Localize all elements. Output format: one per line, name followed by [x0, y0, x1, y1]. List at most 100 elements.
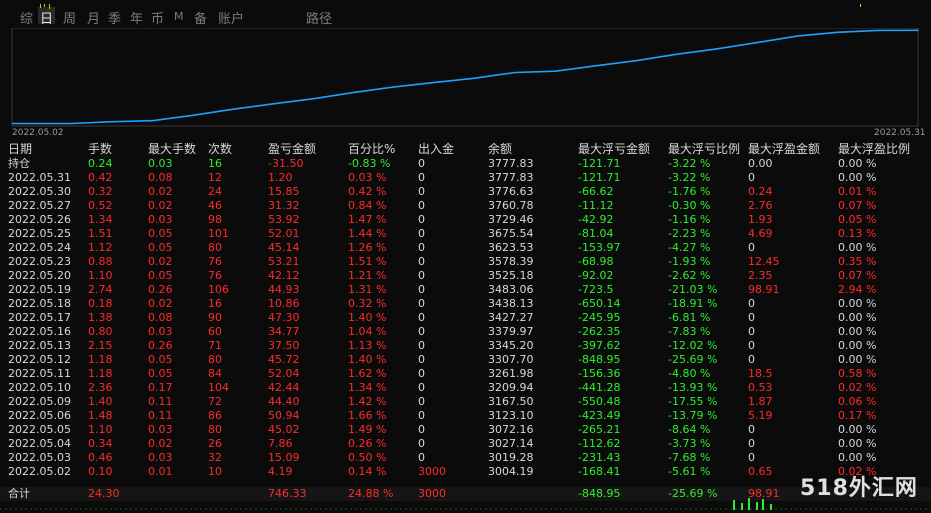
- table-row[interactable]: 2022.05.18 0.18 0.02 16 10.86 0.32 % 0 3438.13 -…: [0, 297, 931, 311]
- cell-lots: 0.18: [88, 297, 113, 310]
- table-row[interactable]: 2022.05.25 1.51 0.05 101 52.01 1.44 % 0 3675.54…: [0, 227, 931, 241]
- cell-max-float-loss-pct: -8.64 %: [668, 423, 711, 436]
- cell-max-float-loss-pct: -3.73 %: [668, 437, 711, 450]
- table-row[interactable]: 2022.05.09 1.40 0.11 72 44.40 1.42 % 0 3167.50 -…: [0, 395, 931, 409]
- cell-max-float-loss: -423.49: [578, 409, 621, 422]
- equity-point: [353, 91, 355, 94]
- cell-max-float-profit-pct: 0.02 %: [838, 381, 877, 394]
- cell-max-float-loss: -112.62: [578, 437, 621, 450]
- table-row[interactable]: 2022.05.10 2.36 0.17 104 42.44 1.34 % 0 3209.94…: [0, 381, 931, 395]
- bar: [748, 498, 750, 510]
- position-row[interactable]: 持仓 0.24 0.03 16 -31.50 -0.83 % 0 3777.83 -121.71…: [0, 157, 931, 171]
- cell-max-float-profit: 0: [748, 311, 755, 324]
- tab-10[interactable]: 路径: [306, 12, 333, 27]
- cell-date: 2022.05.10: [8, 381, 71, 394]
- cell-pnl: 7.86: [268, 437, 293, 450]
- table-row[interactable]: 2022.05.13 2.15 0.26 71 37.50 1.13 % 0 3345.20 -…: [0, 339, 931, 353]
- cell-max-float-profit-pct: 0.00 %: [838, 325, 877, 338]
- cell-max-float-profit: 0.24: [748, 185, 773, 198]
- cell-lots: 0.10: [88, 465, 113, 478]
- table-row[interactable]: 2022.05.24 1.12 0.05 80 45.14 1.26 % 0 3623.53 -…: [0, 241, 931, 255]
- tab-5[interactable]: 年: [130, 12, 144, 27]
- table-row[interactable]: 2022.05.03 0.46 0.03 32 15.09 0.50 % 0 3019.28 -…: [0, 451, 931, 465]
- cell-deposit: 0: [418, 325, 425, 338]
- total-row[interactable]: 合计 24.30 746.33 24.88 % 3000 -848.95 -25.69 % 9…: [0, 487, 931, 501]
- column-header-max-float-loss[interactable]: 最大浮亏金额: [578, 142, 651, 156]
- cell-date: 2022.05.23: [8, 255, 71, 268]
- table-row[interactable]: 2022.05.12 1.18 0.05 80 45.72 1.40 % 0 3307.70 -…: [0, 353, 931, 367]
- cell-balance: 3027.14: [488, 437, 534, 450]
- column-header-count[interactable]: 次数: [208, 142, 233, 156]
- column-header-max-float-loss-pct[interactable]: 最大浮亏比例: [668, 142, 741, 156]
- cell-date: 2022.05.02: [8, 465, 71, 478]
- table-row[interactable]: 2022.05.02 0.10 0.01 10 4.19 0.14 % 3000 3004.1…: [0, 465, 931, 479]
- table-row[interactable]: 2022.05.04 0.34 0.02 26 7.86 0.26 % 0 3027.14 -1…: [0, 437, 931, 451]
- cell-max-float-profit: 0: [748, 171, 755, 184]
- table-row[interactable]: 2022.05.31 0.42 0.08 12 1.20 0.03 % 0 3777.83 -1…: [0, 171, 931, 185]
- column-header-deposit[interactable]: 出入金: [418, 142, 455, 156]
- column-header-max-float-profit[interactable]: 最大浮盈金额: [748, 142, 821, 156]
- cell-max-float-loss: -231.43: [578, 451, 621, 464]
- cell-balance: 3675.54: [488, 227, 534, 240]
- cell-balance: 3123.10: [488, 409, 534, 422]
- tab-1[interactable]: 日: [40, 12, 54, 27]
- cell-pct: 24.88 %: [348, 487, 394, 500]
- tab-6[interactable]: 币: [151, 12, 165, 27]
- column-header-max-float-profit-pct[interactable]: 最大浮盈比例: [838, 142, 911, 156]
- cell-max-float-profit-pct: 0.58 %: [838, 367, 877, 380]
- cell-pct: 1.42 %: [348, 395, 387, 408]
- cell-deposit: 0: [418, 171, 425, 184]
- tab-7[interactable]: M: [174, 10, 184, 23]
- table-row[interactable]: 2022.05.06 1.48 0.11 86 50.94 1.66 % 0 3123.10 -…: [0, 409, 931, 423]
- cell-count: 104: [208, 381, 229, 394]
- table-row[interactable]: 2022.05.19 2.74 0.26 106 44.93 1.31 % 0 3483.06…: [0, 283, 931, 297]
- cell-balance: 3072.16: [488, 423, 534, 436]
- cell-max-float-profit: 98.91: [748, 283, 780, 296]
- tab-3[interactable]: 月: [87, 12, 101, 27]
- column-header-max-lots[interactable]: 最大手数: [148, 142, 197, 156]
- column-header-balance[interactable]: 余额: [488, 142, 513, 156]
- equity-point: [192, 114, 194, 116]
- table-row[interactable]: 2022.05.27 0.52 0.02 46 31.32 0.84 % 0 3760.78 -…: [0, 199, 931, 213]
- cell-pnl: -31.50: [268, 157, 304, 170]
- table-row[interactable]: 2022.05.26 1.34 0.03 98 53.92 1.47 % 0 3729.46 -…: [0, 213, 931, 227]
- cell-max-float-profit: 0.65: [748, 465, 773, 478]
- cell-count: 24: [208, 185, 222, 198]
- column-header-pct[interactable]: 百分比%: [348, 142, 396, 156]
- column-header-pnl[interactable]: 盈亏金额: [268, 142, 317, 156]
- cell-max-lots: 0.11: [148, 395, 173, 408]
- cell-lots: 2.15: [88, 339, 113, 352]
- equity-point: [111, 121, 113, 123]
- table-row[interactable]: 2022.05.30 0.32 0.02 24 15.85 0.42 % 0 3776.63 -…: [0, 185, 931, 199]
- tab-9[interactable]: 账户: [218, 12, 245, 27]
- tab-4[interactable]: 季: [108, 12, 122, 27]
- cell-deposit: 0: [418, 381, 425, 394]
- column-header-date[interactable]: 日期: [8, 142, 33, 156]
- table-row[interactable]: 2022.05.20 1.10 0.05 76 42.12 1.21 % 0 3525.18 -…: [0, 269, 931, 283]
- cell-max-float-loss-pct: -7.83 %: [668, 325, 711, 338]
- column-header-lots[interactable]: 手数: [88, 142, 113, 156]
- cell-max-float-profit-pct: 0.00 %: [838, 311, 877, 324]
- cell-max-float-profit: 0: [748, 423, 755, 436]
- cell-deposit: 0: [418, 213, 425, 226]
- cell-max-float-loss: -650.14: [578, 297, 621, 310]
- cell-max-float-profit-pct: 0.00 %: [838, 297, 877, 310]
- table-row[interactable]: 2022.05.17 1.38 0.08 90 47.30 1.40 % 0 3427.27 -…: [0, 311, 931, 325]
- tab-0[interactable]: 综: [20, 12, 34, 27]
- cell-lots: 0.88: [88, 255, 113, 268]
- cell-lots: 2.36: [88, 381, 113, 394]
- cell-max-float-loss: -153.97: [578, 241, 621, 254]
- table-row[interactable]: 2022.05.11 1.18 0.05 84 52.04 1.62 % 0 3261.98 -…: [0, 367, 931, 381]
- cell-date: 2022.05.03: [8, 451, 71, 464]
- table-row[interactable]: 2022.05.23 0.88 0.02 76 53.21 1.51 % 0 3578.39 -…: [0, 255, 931, 269]
- tab-2[interactable]: 周: [63, 12, 77, 27]
- cell-lots: 1.12: [88, 241, 113, 254]
- cell-pnl: 53.21: [268, 255, 300, 268]
- table-row[interactable]: 2022.05.16 0.80 0.03 60 34.77 1.04 % 0 3379.97 -…: [0, 325, 931, 339]
- table-row[interactable]: 2022.05.05 1.10 0.03 80 45.02 1.49 % 0 3072.16 -…: [0, 423, 931, 437]
- cell-deposit: 0: [418, 199, 425, 212]
- cell-pnl: 44.93: [268, 283, 300, 296]
- tab-8[interactable]: 备: [194, 12, 208, 27]
- cell-max-float-loss-pct: -4.27 %: [668, 241, 711, 254]
- cell-balance: 3438.13: [488, 297, 534, 310]
